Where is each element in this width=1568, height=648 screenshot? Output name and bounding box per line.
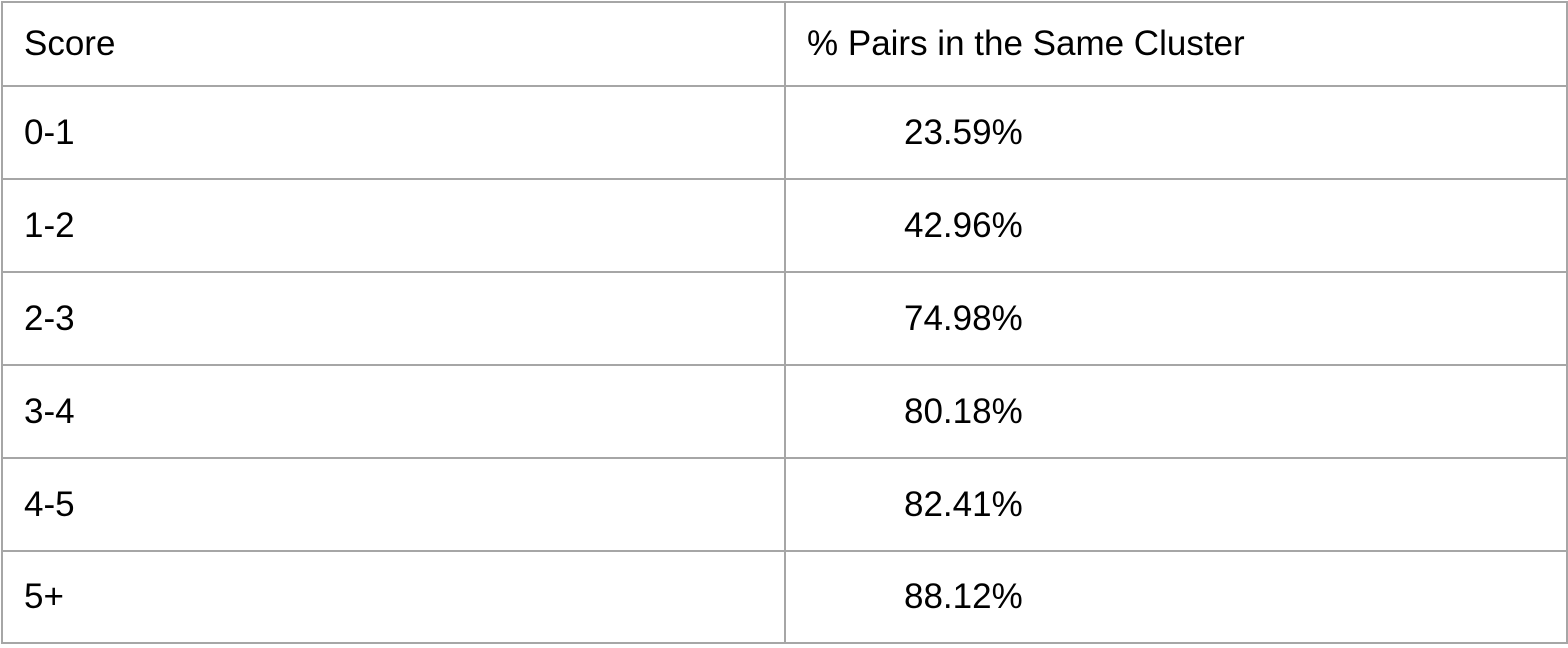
score-cell: 0-1 [1,85,786,180]
table-row: 5+ 88.12% [1,550,1568,644]
header-score: Score [1,1,786,87]
header-percent-pairs: % Pairs in the Same Cluster [784,1,1568,87]
table-row: 2-3 74.98% [1,271,1568,366]
table-row: 1-2 42.96% [1,178,1568,273]
percent-cell: 80.18% [784,364,1568,459]
table-row: 3-4 80.18% [1,364,1568,459]
score-cell: 3-4 [1,364,786,459]
percent-cell: 74.98% [784,271,1568,366]
percent-cell: 42.96% [784,178,1568,273]
table-header-row: Score % Pairs in the Same Cluster [1,1,1568,87]
score-cell: 4-5 [1,457,786,552]
table-row: 0-1 23.59% [1,85,1568,180]
score-cell: 5+ [1,550,786,644]
table-row: 4-5 82.41% [1,457,1568,552]
percent-cell: 23.59% [784,85,1568,180]
score-cell: 2-3 [1,271,786,366]
percent-cell: 88.12% [784,550,1568,644]
percent-cell: 82.41% [784,457,1568,552]
score-cell: 1-2 [1,178,786,273]
